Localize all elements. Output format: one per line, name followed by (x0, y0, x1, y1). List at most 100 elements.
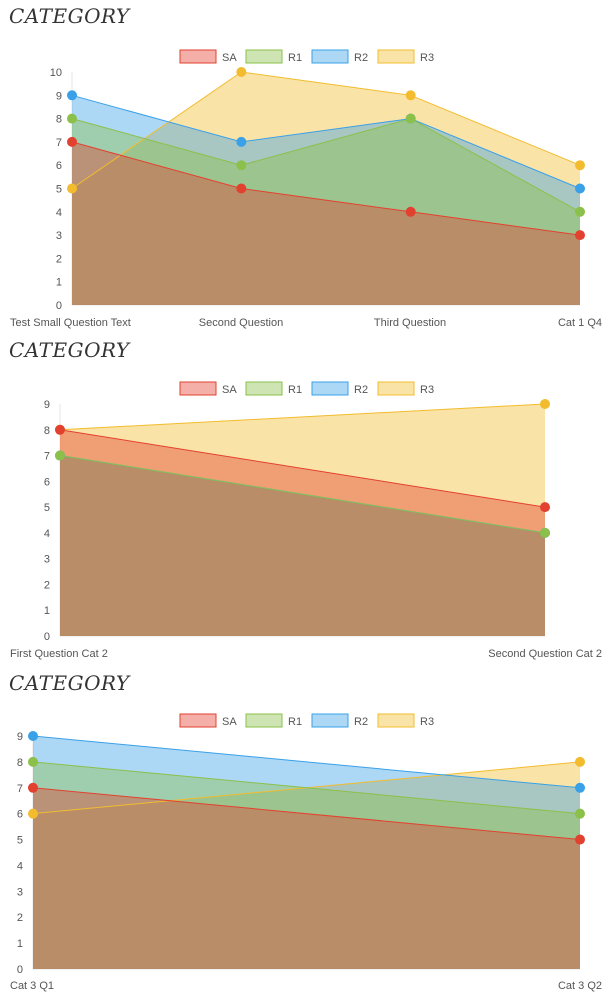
legend-item-r1: R1 (245, 49, 302, 64)
y-tick-label: 9 (17, 731, 23, 743)
chart-section-2: CATEGORY 0 1 2 3 4 5 6 7 8 9 First Question Cat 2 S… (0, 334, 610, 667)
legend-item-r3: R3 (377, 49, 434, 64)
point-r3 (28, 808, 38, 819)
point-r1 (540, 527, 550, 538)
y-tick-label: 6 (44, 476, 50, 488)
area-chart-3: 0 1 2 3 4 5 6 7 8 9 Cat 3 Q1 Cat 3 Q2 SA R1 R2 R3 (10, 713, 602, 992)
legend-label: R3 (420, 384, 434, 396)
area-chart-1: 0 1 2 3 4 5 6 7 8 9 10 Test Small Question Text Seco… (10, 49, 602, 329)
point-sa (55, 424, 65, 435)
point-r3 (405, 90, 416, 101)
point-sa (575, 230, 585, 241)
x-category-label: Second Question (199, 317, 283, 329)
line-r2 (71, 94, 581, 189)
line-r1 (32, 761, 581, 815)
legend-swatch (377, 381, 415, 396)
line-r3 (59, 403, 546, 431)
point-r1 (575, 808, 585, 819)
point-r2 (67, 90, 77, 101)
area-r3 (60, 404, 545, 636)
y-tick-label: 0 (17, 964, 23, 976)
y-tick-label: 8 (44, 425, 50, 437)
y-tick-label: 2 (56, 253, 62, 265)
legend-item-r2: R2 (311, 381, 368, 396)
y-tick-label: 5 (17, 835, 23, 847)
point-r1 (236, 160, 247, 171)
legend-item-sa: SA (179, 713, 237, 728)
area-r1 (60, 455, 545, 636)
legend-item-sa: SA (179, 381, 237, 396)
legend-swatch (245, 49, 283, 64)
x-category-label: First Question Cat 2 (10, 648, 108, 660)
x-category-label: Test Small Question Text (10, 317, 131, 329)
line-sa (32, 787, 581, 841)
area-sa (33, 787, 580, 969)
point-r2 (575, 782, 585, 793)
y-tick-label: 8 (56, 114, 62, 126)
area-r1 (72, 118, 580, 305)
legend-item-r3: R3 (377, 713, 434, 728)
y-tick-label: 4 (56, 207, 62, 219)
y-tick-label: 9 (56, 90, 62, 102)
point-r1 (575, 206, 585, 217)
y-tick-label: 7 (17, 783, 23, 795)
legend-item-r2: R2 (311, 713, 368, 728)
legend-item-r3: R3 (377, 381, 434, 396)
legend-label: SA (222, 384, 237, 396)
point-r3 (236, 67, 247, 77)
legend-label: SA (222, 52, 237, 64)
legend-swatch (377, 49, 415, 64)
y-tick-label: 4 (17, 860, 23, 872)
y-tick-label: 1 (17, 938, 23, 950)
y-tick-label: 0 (56, 300, 62, 312)
legend-label: R1 (288, 716, 302, 728)
line-r3 (71, 71, 581, 189)
y-tick-label: 4 (44, 528, 50, 540)
point-r2 (28, 731, 38, 741)
chart-title: CATEGORY (9, 4, 130, 28)
area-sa (72, 141, 580, 305)
area-r2 (33, 736, 580, 969)
area-r3 (33, 761, 580, 969)
y-tick-label: 0 (44, 631, 50, 643)
point-r1 (28, 756, 38, 767)
y-tick-label: 3 (17, 886, 23, 898)
point-sa (575, 834, 585, 845)
point-sa (28, 782, 38, 793)
area-chart-2: 0 1 2 3 4 5 6 7 8 9 First Question Cat 2 Second Que… (10, 381, 602, 660)
legend-swatch (311, 713, 349, 728)
y-tick-label: 2 (17, 912, 23, 924)
x-category-label: Cat 3 Q2 (558, 980, 602, 992)
legend-swatch (179, 713, 217, 728)
line-sa (71, 141, 581, 236)
y-tick-label: 2 (44, 579, 50, 591)
point-sa (67, 136, 77, 147)
point-r2 (575, 183, 585, 194)
line-r1 (71, 118, 581, 213)
y-tick-label: 3 (56, 230, 62, 242)
line-r1 (59, 455, 546, 534)
legend-label: R2 (354, 716, 368, 728)
area-r1 (33, 761, 580, 969)
point-sa (405, 206, 416, 217)
x-category-label: Third Question (374, 317, 446, 329)
y-tick-label: 1 (44, 605, 50, 617)
legend-label: R2 (354, 384, 368, 396)
y-tick-label: 5 (56, 184, 62, 196)
point-r1 (67, 113, 77, 124)
area-r2 (60, 455, 545, 636)
legend-swatch (311, 381, 349, 396)
legend-swatch (179, 381, 217, 396)
x-category-label: Second Question Cat 2 (488, 648, 602, 660)
y-tick-label: 10 (50, 67, 62, 79)
point-r1 (55, 450, 65, 461)
chart-section-1: CATEGORY 0 1 2 3 4 5 6 7 8 9 10 Test Small Question… (0, 0, 610, 334)
point-r3 (575, 160, 585, 171)
legend-swatch (179, 49, 217, 64)
legend-item-sa: SA (179, 49, 237, 64)
y-tick-label: 1 (56, 277, 62, 289)
y-tick-label: 7 (56, 137, 62, 149)
legend-item-r1: R1 (245, 381, 302, 396)
legend-label: R3 (420, 716, 434, 728)
point-r1 (405, 113, 416, 124)
